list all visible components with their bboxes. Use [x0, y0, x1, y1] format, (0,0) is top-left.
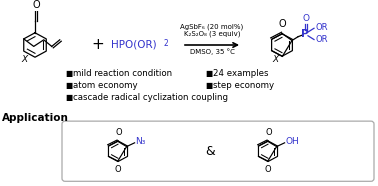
Text: cascade radical cyclization coupling: cascade radical cyclization coupling	[73, 93, 228, 102]
FancyBboxPatch shape	[62, 121, 374, 181]
Text: Application: Application	[2, 113, 69, 123]
Text: +: +	[91, 38, 104, 52]
Text: OH: OH	[286, 137, 299, 146]
Text: 2: 2	[164, 39, 169, 48]
Text: mild reaction condition: mild reaction condition	[73, 69, 172, 78]
Text: O: O	[115, 165, 121, 174]
Text: OR: OR	[315, 35, 327, 44]
Text: OR: OR	[315, 23, 327, 32]
Text: DMSO, 35 °C: DMSO, 35 °C	[189, 49, 234, 55]
Text: step economy: step economy	[213, 81, 274, 90]
Text: ■: ■	[205, 69, 212, 78]
Text: N₃: N₃	[136, 137, 146, 146]
Text: ■: ■	[65, 81, 72, 90]
Text: K₂S₂O₈ (3 equiv): K₂S₂O₈ (3 equiv)	[184, 31, 240, 37]
Text: ■: ■	[205, 81, 212, 90]
Text: O: O	[278, 19, 286, 29]
Text: HPO(OR): HPO(OR)	[111, 40, 156, 50]
Text: atom economy: atom economy	[73, 81, 138, 90]
Text: O: O	[115, 128, 122, 137]
Text: O: O	[265, 165, 271, 174]
Text: P: P	[301, 29, 309, 39]
Text: &: &	[205, 145, 215, 158]
Text: ■: ■	[65, 69, 72, 78]
Text: AgSbF₆ (20 mol%): AgSbF₆ (20 mol%)	[180, 23, 244, 30]
Text: ■: ■	[65, 93, 72, 102]
Text: X: X	[273, 55, 279, 64]
Text: O: O	[302, 14, 310, 23]
Text: 24 examples: 24 examples	[213, 69, 268, 78]
Text: X: X	[22, 55, 28, 64]
Text: O: O	[265, 128, 272, 137]
Text: O: O	[32, 0, 40, 10]
